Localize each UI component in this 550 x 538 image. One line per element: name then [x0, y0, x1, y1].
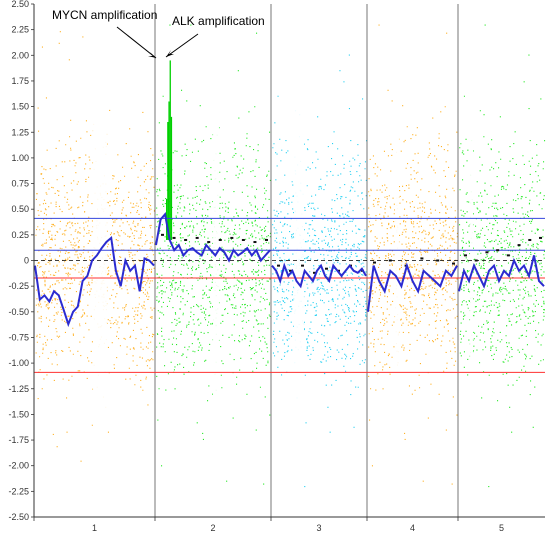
- segment-mean-line-3: [271, 262, 367, 289]
- x-axis-ticks: 1 2 3 4 5: [33, 517, 504, 533]
- chromosome-4-points: [368, 24, 458, 485]
- secondary-trace-point: [506, 254, 510, 257]
- x-tick-label-chr4: 4: [410, 523, 415, 533]
- secondary-trace-point: [289, 269, 292, 272]
- secondary-trace-point: [517, 244, 521, 247]
- y-tick-label: 2.00: [11, 50, 29, 60]
- y-tick-label: -0.75: [8, 332, 29, 342]
- amplification-point: [170, 116, 173, 240]
- secondary-trace-point: [313, 271, 316, 274]
- secondary-trace-point: [218, 238, 222, 241]
- secondary-trace-point: [485, 251, 489, 254]
- secondary-trace-point: [301, 264, 304, 267]
- secondary-trace-point: [373, 261, 376, 264]
- secondary-trace-point: [265, 238, 268, 241]
- y-tick-label: -1.75: [8, 435, 29, 445]
- secondary-trace-point: [172, 236, 176, 239]
- y-tick-label: 0.25: [11, 230, 29, 240]
- y-tick-label: 2.50: [11, 0, 29, 9]
- secondary-trace-point: [452, 262, 455, 265]
- y-tick-label: 2.25: [11, 25, 29, 35]
- secondary-trace-point: [184, 238, 188, 241]
- secondary-trace-point: [241, 238, 245, 241]
- annotation-mycn-arrow: [116, 26, 157, 59]
- y-tick-label: -1.25: [8, 384, 29, 394]
- secondary-trace-point: [325, 267, 328, 270]
- annotation-mycn-arrowhead: [148, 52, 156, 58]
- secondary-trace-point: [528, 238, 532, 241]
- x-tick-label-chr3: 3: [316, 523, 321, 533]
- annotation-mycn-label: MYCN amplification: [52, 8, 157, 22]
- y-tick-label: 0.75: [11, 179, 29, 189]
- secondary-trace-point: [277, 264, 280, 267]
- secondary-trace-point: [388, 259, 392, 262]
- secondary-trace-point: [230, 236, 234, 239]
- x-tick-label-chr2: 2: [210, 523, 215, 533]
- y-tick-label: 0.50: [11, 204, 29, 214]
- secondary-trace-point: [436, 259, 440, 262]
- secondary-trace-point: [496, 249, 500, 252]
- annotation-alk-arrow: [165, 33, 199, 58]
- annotations: MYCN amplification ALK amplification: [52, 8, 265, 59]
- segment-traces: [34, 212, 545, 328]
- secondary-trace-point: [253, 241, 257, 244]
- annotation-alk-arrowhead: [166, 50, 174, 57]
- chromosome-4-probes: [368, 24, 458, 497]
- annotation-alk-label: ALK amplification: [172, 14, 265, 28]
- x-tick-label-chr5: 5: [499, 523, 504, 533]
- y-tick-label: 1.75: [11, 76, 29, 86]
- segment-mean-line-1: [34, 235, 155, 328]
- secondary-trace-point: [207, 241, 211, 244]
- y-tick-label: -2.50: [8, 512, 29, 522]
- x-tick-label-chr1: 1: [92, 523, 97, 533]
- y-tick-label: -1.50: [8, 409, 29, 419]
- amplification-point: [168, 101, 170, 240]
- secondary-trace-point: [464, 254, 467, 257]
- centromere-gap-4: [395, 24, 399, 497]
- secondary-trace-point: [195, 236, 199, 239]
- reference-lines: [34, 217, 545, 373]
- secondary-trace-point: [474, 259, 478, 262]
- amplification-point: [167, 121, 169, 240]
- y-tick-label: -2.25: [8, 486, 29, 496]
- segment-mean-line-5: [458, 255, 545, 292]
- y-tick-label: 1.00: [11, 153, 29, 163]
- chromosome-3-probes: [272, 24, 368, 497]
- y-axis-ticks: 2.50 2.25 2.00 1.75 1.50 1.25 1.00 0.75 0.50 0.25…: [8, 0, 34, 522]
- y-tick-label: -2.00: [8, 461, 29, 471]
- y-tick-label: -0.25: [8, 281, 29, 291]
- secondary-trace-point: [539, 236, 542, 239]
- segment-mean-line-2: [155, 212, 271, 263]
- y-tick-label: -0.50: [8, 307, 29, 317]
- y-tick-label: 0: [24, 256, 29, 266]
- y-tick-label: -1.00: [8, 358, 29, 368]
- secondary-trace-point: [161, 233, 164, 236]
- segment-mean-line-4: [367, 262, 458, 312]
- amplification-point: [169, 60, 171, 240]
- secondary-trace-point: [420, 257, 424, 260]
- y-tick-label: 1.50: [11, 102, 29, 112]
- y-tick-label: 1.25: [11, 127, 29, 137]
- centromere-gap-3: [294, 24, 304, 497]
